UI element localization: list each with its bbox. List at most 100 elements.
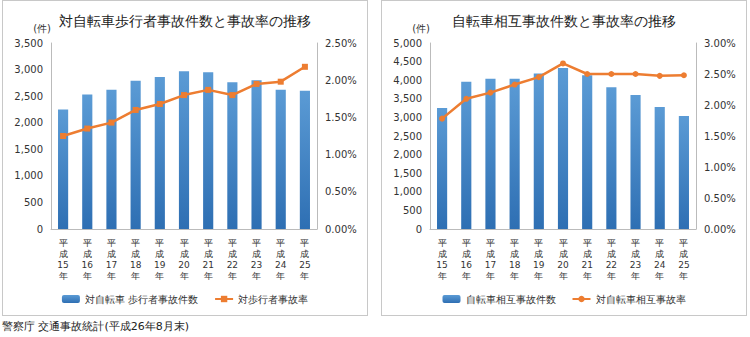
svg-text:22: 22 bbox=[227, 260, 238, 270]
svg-text:平: 平 bbox=[83, 238, 92, 248]
svg-text:年: 年 bbox=[204, 271, 213, 281]
svg-text:成: 成 bbox=[180, 249, 189, 259]
svg-text:平: 平 bbox=[534, 238, 543, 248]
svg-text:自転車相互事故件数と事故率の推移: 自転車相互事故件数と事故率の推移 bbox=[452, 13, 676, 29]
svg-text:3.00%: 3.00% bbox=[704, 38, 736, 49]
svg-text:成: 成 bbox=[228, 249, 237, 259]
svg-text:成: 成 bbox=[655, 249, 664, 259]
svg-text:成: 成 bbox=[559, 249, 568, 259]
svg-text:成: 成 bbox=[462, 249, 471, 259]
svg-text:0.00%: 0.00% bbox=[704, 224, 736, 235]
svg-text:500: 500 bbox=[403, 205, 422, 216]
svg-text:19: 19 bbox=[533, 260, 545, 270]
svg-text:3,500: 3,500 bbox=[14, 38, 43, 49]
svg-text:対自転車相互事故率: 対自転車相互事故率 bbox=[596, 294, 686, 305]
svg-text:平: 平 bbox=[276, 238, 285, 248]
svg-text:1.00%: 1.00% bbox=[325, 149, 357, 160]
svg-text:平: 平 bbox=[679, 238, 688, 248]
svg-text:年: 年 bbox=[180, 271, 189, 281]
svg-text:1,000: 1,000 bbox=[393, 186, 422, 197]
svg-text:23: 23 bbox=[630, 260, 641, 270]
svg-text:4,000: 4,000 bbox=[393, 75, 422, 86]
svg-text:平: 平 bbox=[59, 238, 68, 248]
svg-text:平: 平 bbox=[155, 238, 164, 248]
svg-text:年: 年 bbox=[438, 271, 447, 281]
svg-text:成: 成 bbox=[583, 249, 592, 259]
svg-text:対自転車 歩行者事故件数: 対自転車 歩行者事故件数 bbox=[85, 294, 198, 305]
svg-text:2,500: 2,500 bbox=[393, 131, 422, 142]
svg-text:成: 成 bbox=[131, 249, 140, 259]
svg-text:24: 24 bbox=[654, 260, 666, 270]
svg-text:成: 成 bbox=[300, 249, 309, 259]
svg-text:1,500: 1,500 bbox=[14, 144, 43, 155]
svg-text:1,500: 1,500 bbox=[393, 168, 422, 179]
svg-text:2,000: 2,000 bbox=[14, 117, 43, 128]
svg-text:3,500: 3,500 bbox=[393, 93, 422, 104]
svg-text:2.50%: 2.50% bbox=[704, 69, 736, 80]
svg-text:平: 平 bbox=[252, 238, 261, 248]
svg-text:22: 22 bbox=[606, 260, 617, 270]
svg-text:年: 年 bbox=[107, 271, 116, 281]
svg-text:平: 平 bbox=[486, 238, 495, 248]
svg-text:2,500: 2,500 bbox=[14, 91, 43, 102]
svg-text:年: 年 bbox=[559, 271, 568, 281]
svg-text:年: 年 bbox=[631, 271, 640, 281]
svg-text:年: 年 bbox=[228, 271, 237, 281]
svg-text:21: 21 bbox=[581, 260, 592, 270]
svg-text:4,500: 4,500 bbox=[393, 56, 422, 67]
svg-text:18: 18 bbox=[130, 260, 142, 270]
svg-text:(件): (件) bbox=[412, 23, 430, 34]
svg-text:年: 年 bbox=[300, 271, 309, 281]
svg-text:平: 平 bbox=[131, 238, 140, 248]
svg-text:年: 年 bbox=[155, 271, 164, 281]
svg-text:平: 平 bbox=[655, 238, 664, 248]
svg-text:成: 成 bbox=[534, 249, 543, 259]
svg-text:成: 成 bbox=[59, 249, 68, 259]
svg-text:1.50%: 1.50% bbox=[704, 131, 736, 142]
svg-text:平: 平 bbox=[180, 238, 189, 248]
svg-text:19: 19 bbox=[154, 260, 166, 270]
svg-text:2,000: 2,000 bbox=[393, 149, 422, 160]
svg-text:年: 年 bbox=[276, 271, 285, 281]
svg-text:1.00%: 1.00% bbox=[704, 162, 736, 173]
svg-text:3,000: 3,000 bbox=[14, 64, 43, 75]
svg-text:25: 25 bbox=[299, 260, 310, 270]
svg-text:平: 平 bbox=[438, 238, 447, 248]
svg-text:15: 15 bbox=[436, 260, 447, 270]
svg-text:成: 成 bbox=[438, 249, 447, 259]
svg-text:平: 平 bbox=[300, 238, 309, 248]
svg-text:平: 平 bbox=[510, 238, 519, 248]
svg-text:年: 年 bbox=[583, 271, 592, 281]
svg-text:1,000: 1,000 bbox=[14, 170, 43, 181]
svg-text:年: 年 bbox=[486, 271, 495, 281]
svg-text:平: 平 bbox=[607, 238, 616, 248]
svg-text:成: 成 bbox=[155, 249, 164, 259]
svg-text:成: 成 bbox=[107, 249, 116, 259]
svg-text:(件): (件) bbox=[33, 23, 51, 34]
svg-text:成: 成 bbox=[631, 249, 640, 259]
svg-text:年: 年 bbox=[59, 271, 68, 281]
svg-text:25: 25 bbox=[678, 260, 689, 270]
svg-text:成: 成 bbox=[486, 249, 495, 259]
svg-text:平: 平 bbox=[228, 238, 237, 248]
svg-text:平: 平 bbox=[107, 238, 116, 248]
svg-text:5,000: 5,000 bbox=[393, 38, 422, 49]
svg-text:年: 年 bbox=[679, 271, 688, 281]
svg-text:18: 18 bbox=[509, 260, 521, 270]
svg-text:平: 平 bbox=[204, 238, 213, 248]
svg-text:平: 平 bbox=[559, 238, 568, 248]
svg-text:年: 年 bbox=[83, 271, 92, 281]
svg-text:0.50%: 0.50% bbox=[325, 186, 357, 197]
svg-text:成: 成 bbox=[83, 249, 92, 259]
svg-text:2.00%: 2.00% bbox=[704, 100, 736, 111]
svg-text:16: 16 bbox=[82, 260, 94, 270]
svg-text:対歩行者事故率: 対歩行者事故率 bbox=[238, 294, 308, 305]
svg-text:自転車相互事故件数: 自転車相互事故件数 bbox=[466, 294, 556, 305]
svg-text:年: 年 bbox=[655, 271, 664, 281]
svg-text:平: 平 bbox=[583, 238, 592, 248]
svg-text:成: 成 bbox=[607, 249, 616, 259]
svg-text:成: 成 bbox=[252, 249, 261, 259]
svg-text:1.50%: 1.50% bbox=[325, 112, 357, 123]
svg-text:2.00%: 2.00% bbox=[325, 75, 357, 86]
svg-text:20: 20 bbox=[178, 260, 190, 270]
